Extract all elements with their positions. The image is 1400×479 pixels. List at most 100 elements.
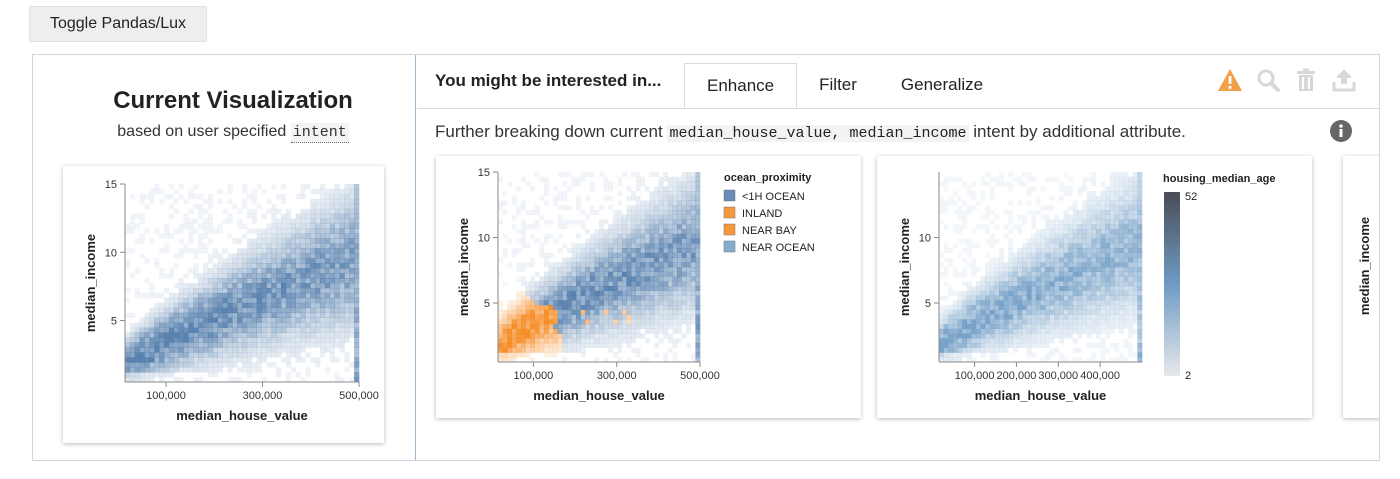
heatmap-cell [1091,233,1097,239]
heatmap-cell [305,228,311,234]
heatmap-cell [511,343,517,348]
heatmap-cell [154,367,160,373]
heatmap-cell [222,248,228,254]
heatmap-cell [168,233,175,239]
recommendation-card-ocean-proximity[interactable]: 100,000 300,000 500,000 5 10 15 median_house_v… [436,156,861,418]
heatmap-cell [349,218,355,224]
heatmap-cell [594,319,600,325]
heatmap-cell [193,332,199,338]
heatmap-cell [631,243,636,249]
heatmap-cell [548,343,554,348]
tab-generalize[interactable]: Generalize [900,75,984,94]
heatmap-cell [516,186,522,192]
heatmap-cell [1095,257,1101,263]
trash-icon[interactable] [1293,67,1319,93]
heatmap-cell [198,332,204,338]
heatmap-cell [193,283,199,289]
toggle-pandas-lux-button[interactable]: Toggle Pandas/Lux [29,6,207,42]
heatmap-cell [1072,200,1078,206]
heatmap-cell [612,248,618,253]
heatmap-cell [222,362,228,368]
heatmap-cell [999,319,1004,325]
heatmap-cell [498,314,503,320]
heatmap-cell [1072,267,1078,272]
heatmap-cell [566,343,572,348]
heatmap-cell [534,324,540,329]
heatmap-cell [1059,248,1064,253]
heatmap-cell [622,248,627,253]
heatmap-cell [999,176,1004,182]
heatmap-cell [320,188,326,195]
heatmap-cell [1091,343,1097,348]
heatmap-cell [1118,176,1124,182]
heatmap-cell [1063,238,1069,244]
heatmap-cell [354,357,360,363]
intent-tooltip-term[interactable]: intent [290,123,349,143]
info-icon[interactable] [1329,119,1353,143]
heatmap-cell [339,292,345,299]
heatmap-cell [994,271,1000,277]
heatmap-cell [603,357,609,363]
heatmap-cell [193,337,199,343]
heatmap-cell [1100,281,1106,287]
heatmap-cell [939,352,944,358]
recommendation-card-partial[interactable]: median_income [1343,156,1379,418]
heatmap-cell [198,317,204,323]
heatmap-cell [1059,229,1064,234]
heatmap-cell [1017,338,1023,344]
heatmap-cell [672,191,678,196]
heatmap-cell [1137,314,1143,320]
heatmap-cell [285,243,292,249]
heatmap-cell [168,184,175,190]
heatmap-cell [1063,233,1069,239]
heatmap-cell [339,258,345,264]
heatmap-cell [654,205,659,211]
warning-icon[interactable] [1217,67,1243,93]
heatmap-cell [300,208,306,215]
heatmap-cell [300,228,306,234]
heatmap-cell [617,176,623,182]
heatmap-cell [183,317,189,323]
heatmap-cell [315,238,321,244]
heatmap-cell [1132,248,1138,253]
heatmap-cell [1077,324,1083,329]
heatmap-cell [576,333,581,339]
heatmap-cell [695,205,701,211]
recommendation-card-housing-median-age[interactable]: 100,000 200,000 300,000 400,000 5 10 median_ho… [877,156,1312,418]
heatmap-cell [149,312,155,318]
heatmap-cell [222,258,228,264]
tab-filter[interactable]: Filter [819,75,857,94]
heatmap-cell [256,248,262,254]
heatmap-cell [957,357,963,363]
heatmap-cell [207,372,214,378]
heatmap-cell [557,333,563,339]
heatmap-cell [543,333,549,339]
heatmap-cell [667,181,673,187]
heatmap-cell [1123,186,1129,192]
heatmap-cell [677,281,682,287]
heatmap-cell [1017,319,1023,325]
heatmap-cell [1012,271,1018,277]
heatmap-cell [663,200,669,206]
heatmap-cell [1017,224,1023,230]
heatmap-cell [261,347,267,353]
current-vis-card[interactable]: 100,000 300,000 500,000 5 10 15 median_house_v… [63,166,384,443]
heatmap-cell [1105,290,1110,296]
heatmap-cell [159,292,165,299]
export-icon[interactable] [1331,67,1357,93]
heatmap-cell [281,278,287,284]
heatmap-cell [285,253,292,259]
heatmap-cell [237,312,243,318]
heatmap-cell [198,322,204,328]
heatmap-cell [1123,324,1129,329]
heatmap-cell [663,324,669,329]
recommendation-gallery[interactable]: 100,000 300,000 500,000 5 10 15 median_house_v… [417,150,1379,460]
heatmap-cell [571,267,577,272]
heatmap-cell [989,186,995,192]
heatmap-cell [589,328,595,334]
tab-enhance[interactable]: Enhance [684,63,798,109]
heatmap-cell [989,276,995,282]
search-icon[interactable] [1255,67,1281,93]
heatmap-cell [305,233,311,239]
heatmap-cell [1132,238,1138,244]
